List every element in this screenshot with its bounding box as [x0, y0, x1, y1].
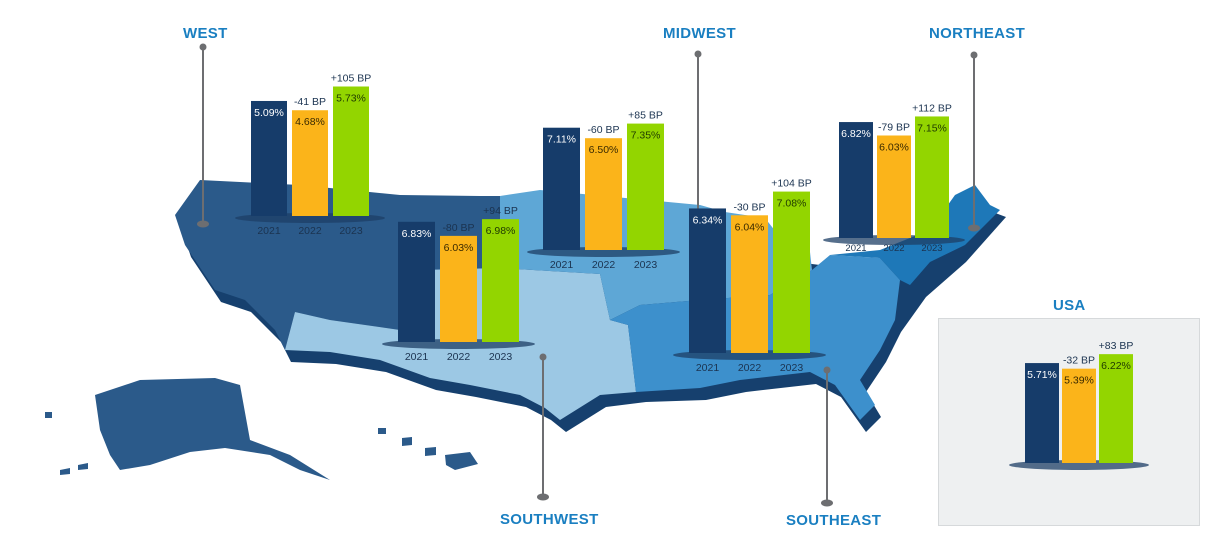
value-label: 7.15% — [917, 122, 947, 134]
pin-southeast — [821, 366, 833, 507]
bar-northeast-2023 — [915, 116, 949, 238]
change-label: -30 BP — [733, 201, 765, 213]
year-label: 2021 — [696, 362, 720, 374]
bar-midwest-2023 — [627, 123, 664, 250]
bar-midwest-2021 — [543, 127, 580, 250]
region-pins — [197, 43, 980, 507]
region-hawaii — [378, 428, 478, 470]
value-label: 5.09% — [254, 107, 284, 119]
value-label: 6.98% — [486, 225, 516, 237]
pin-head — [823, 366, 831, 374]
bar-northeast-2021 — [839, 122, 873, 238]
title-northeast: NORTHEAST — [929, 25, 1026, 42]
bar-group-west: 5.09% 2021 4.68% -41 BP 2022 5.73% +105 BP 2023 — [235, 73, 385, 237]
pin-head — [199, 43, 207, 51]
pin-base — [968, 224, 980, 232]
change-label: -79 BP — [878, 121, 910, 133]
value-label: 6.83% — [402, 228, 432, 240]
value-label: 6.03% — [879, 141, 909, 153]
value-label: 6.03% — [444, 242, 474, 254]
year-label: 2022 — [592, 259, 616, 271]
alaska-islands — [45, 412, 88, 475]
region-alaska — [95, 378, 330, 480]
year-label: 2021 — [257, 225, 281, 237]
year-label: 2021 — [405, 351, 429, 363]
bar-group-southwest: 6.83% 2021 6.03% -80 BP 2022 6.98% +94 BP 2023 — [382, 205, 535, 363]
year-label: 2021 — [845, 243, 866, 254]
change-label: +85 BP — [628, 110, 663, 122]
change-label: +104 BP — [771, 178, 812, 190]
bar-group-midwest: 7.11% 2021 6.50% -60 BP 2022 7.35% +85 BP 2023 — [527, 110, 680, 271]
bar-southwest-2022 — [440, 235, 477, 342]
pin-base — [197, 220, 209, 228]
year-label: 2022 — [298, 225, 322, 237]
bar-midwest-2022 — [585, 138, 622, 250]
title-usa: USA — [1053, 297, 1086, 314]
year-label: 2023 — [780, 362, 804, 374]
title-southeast: SOUTHEAST — [786, 512, 882, 529]
pin-base — [537, 493, 549, 501]
value-label: 6.82% — [841, 128, 871, 140]
pin-head — [539, 353, 547, 361]
change-label: +112 BP — [912, 102, 952, 114]
year-label: 2023 — [921, 243, 942, 254]
region-northeast — [830, 185, 1000, 285]
year-label: 2023 — [634, 259, 658, 271]
title-southwest: SOUTHWEST — [500, 511, 599, 528]
pin-base — [821, 499, 833, 507]
change-label: -60 BP — [587, 124, 619, 136]
title-west: WEST — [183, 25, 228, 42]
value-label: 5.73% — [336, 93, 366, 105]
bar-southwest-2023 — [482, 219, 519, 342]
bar-group-southeast: 6.34% 2021 6.04% -30 BP 2022 7.08% +104 BP 2023 — [673, 178, 826, 374]
value-label: 7.11% — [547, 134, 576, 146]
value-label: 6.50% — [589, 144, 619, 156]
value-label: 7.35% — [631, 130, 661, 142]
bar-southeast-2023 — [773, 191, 810, 353]
bar-southeast-2021 — [689, 208, 726, 353]
year-label: 2021 — [550, 259, 574, 271]
bar-group-northeast: 6.82% 2021 6.03% -79 BP 2022 7.15% +112 BP 2023 — [823, 102, 965, 254]
change-label: +94 BP — [483, 205, 518, 217]
year-label: 2022 — [883, 243, 904, 254]
bar-west-2023 — [333, 86, 369, 216]
bar-northeast-2022 — [877, 135, 911, 238]
region-bar-groups: 5.09% 2021 4.68% -41 BP 2022 5.73% +105 BP 2023… — [235, 73, 965, 374]
pin-southwest — [537, 353, 549, 501]
year-label: 2023 — [489, 351, 513, 363]
usa-summary-panel — [938, 318, 1200, 526]
pin-northeast — [968, 51, 980, 232]
value-label: 6.04% — [735, 221, 765, 233]
change-label: +105 BP — [331, 73, 372, 85]
title-midwest: MIDWEST — [663, 25, 736, 42]
value-label: 6.34% — [693, 214, 723, 226]
change-label: -41 BP — [294, 96, 326, 108]
pin-west — [197, 43, 209, 228]
pin-head — [970, 51, 978, 59]
bar-southeast-2022 — [731, 215, 768, 353]
year-label: 2022 — [738, 362, 762, 374]
pin-head — [694, 50, 702, 58]
value-label: 4.68% — [295, 116, 325, 128]
value-label: 7.08% — [777, 198, 807, 210]
bar-west-2022 — [292, 110, 328, 216]
year-label: 2023 — [339, 225, 363, 237]
bar-southwest-2021 — [398, 221, 435, 342]
change-label: -80 BP — [442, 222, 474, 234]
bar-west-2021 — [251, 100, 287, 216]
year-label: 2022 — [447, 351, 471, 363]
